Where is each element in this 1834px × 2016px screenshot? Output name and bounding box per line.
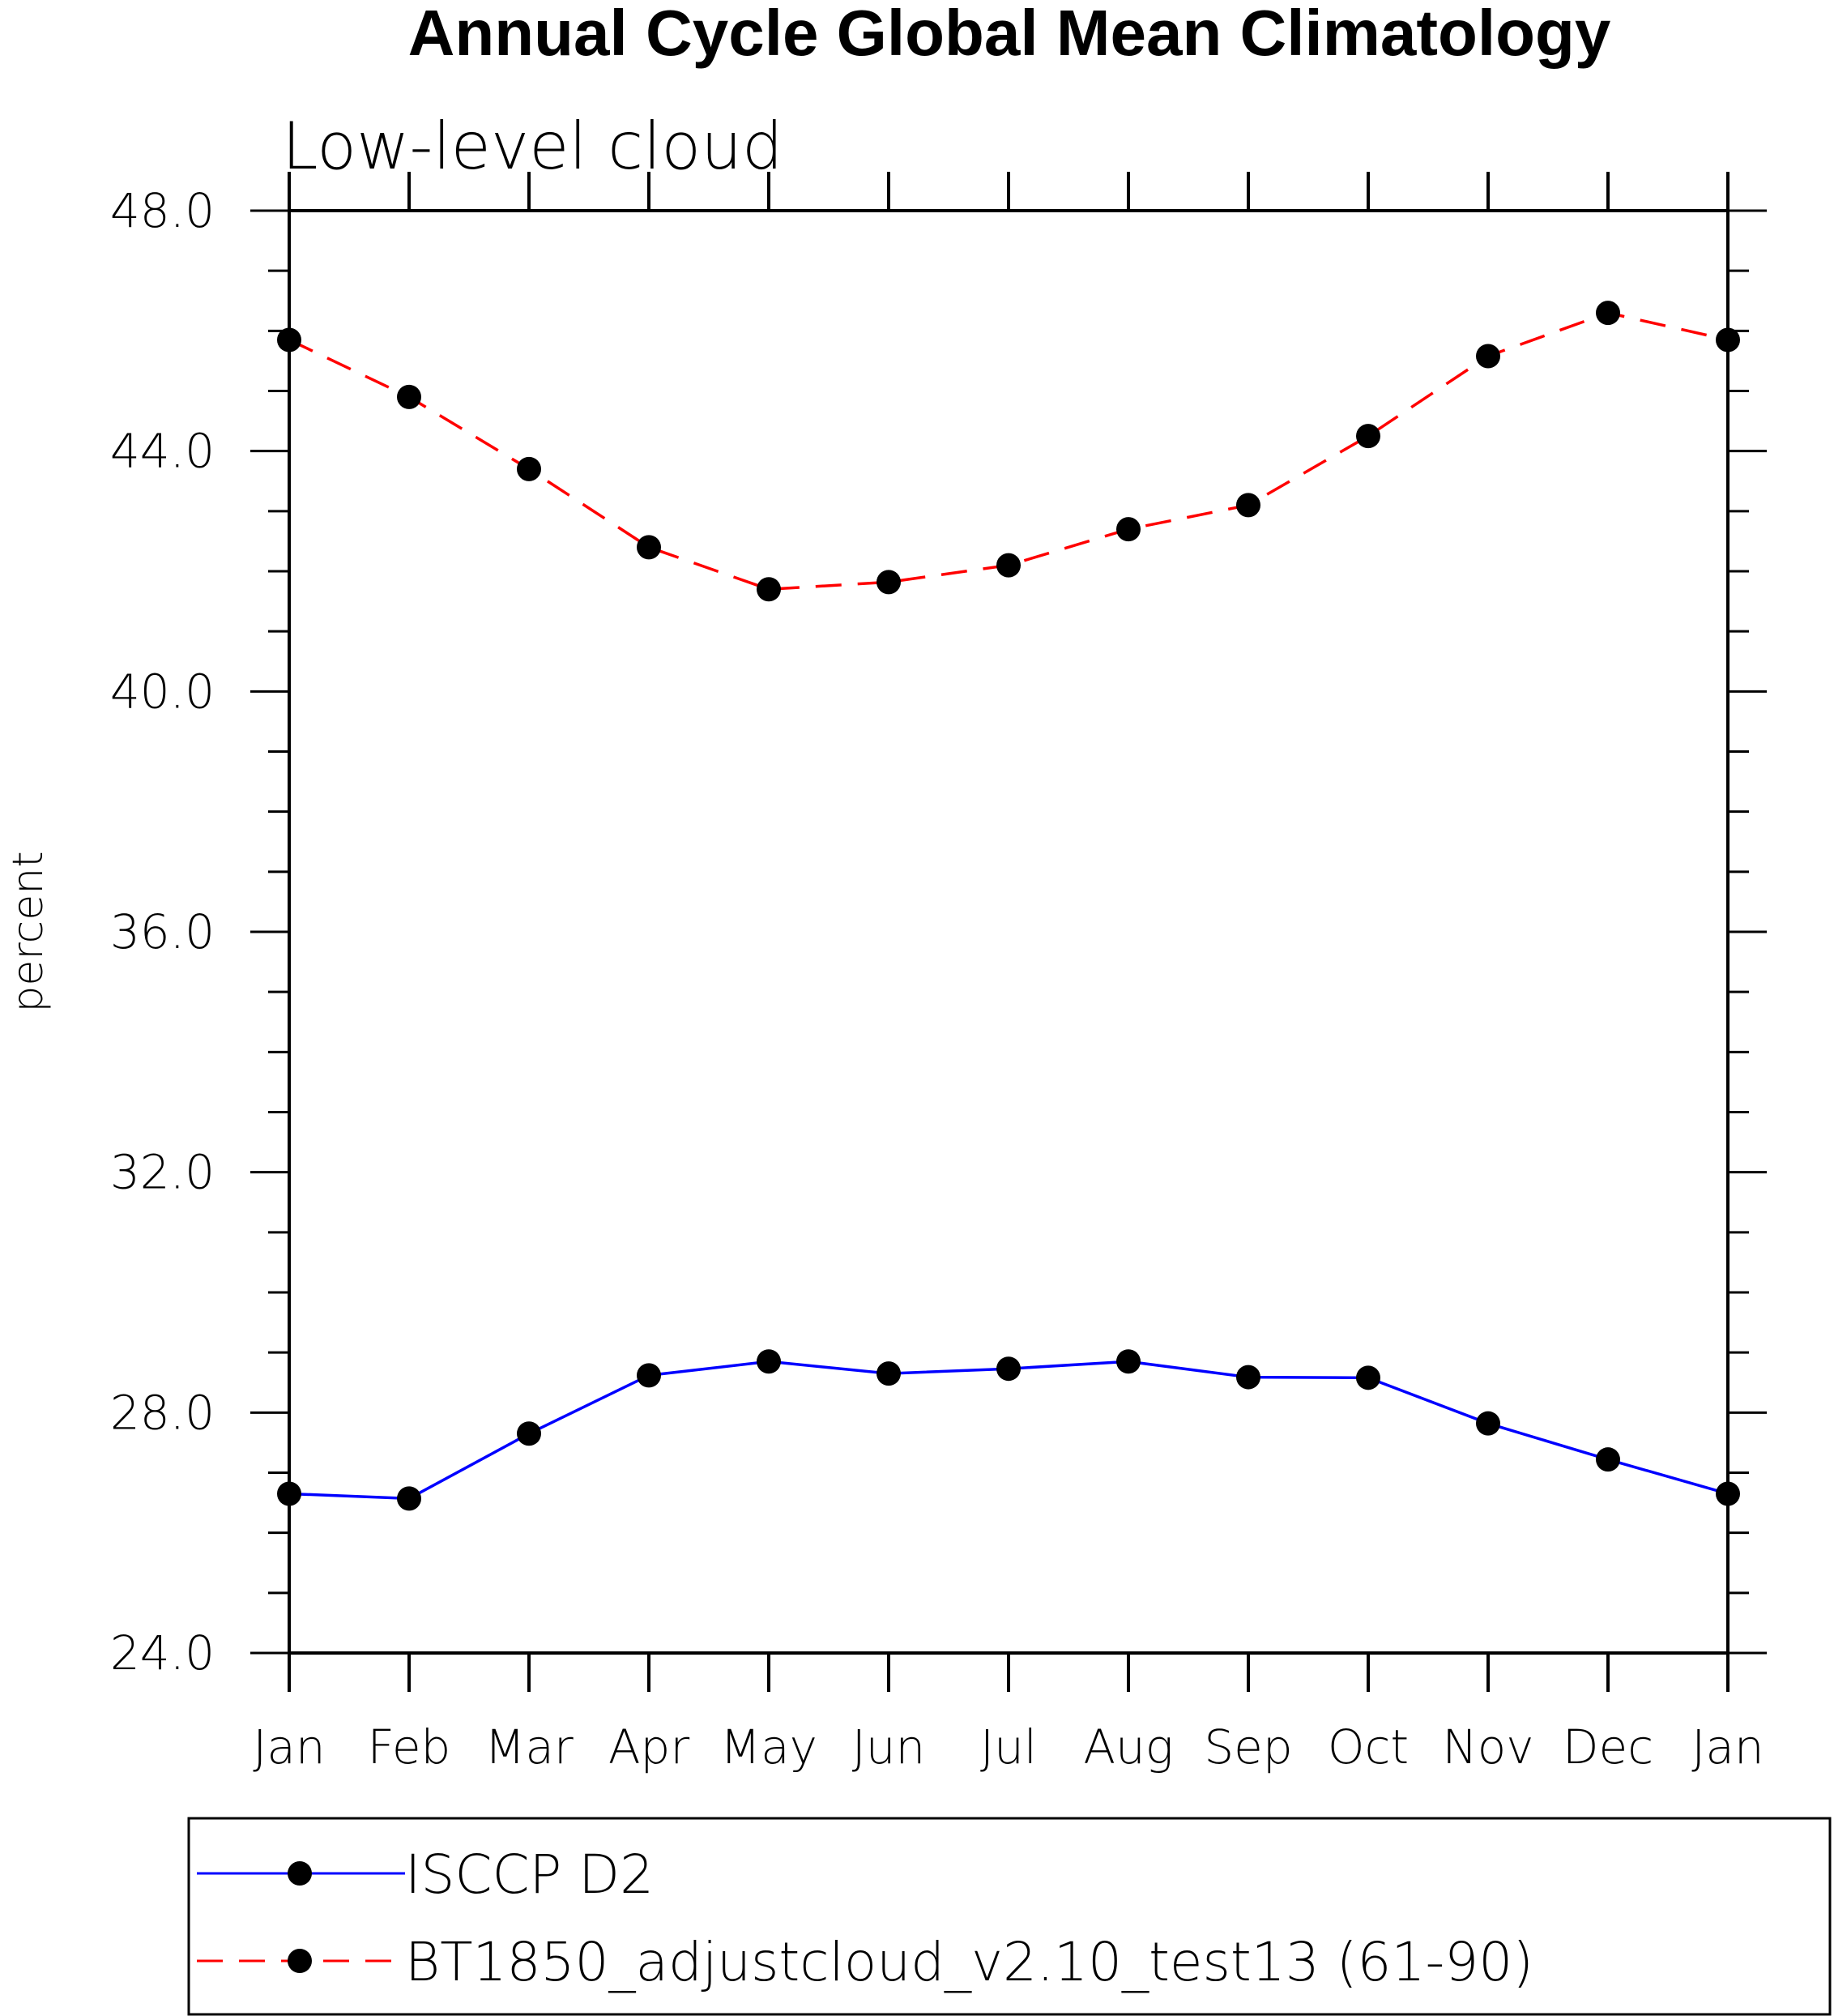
- x-tick-label: Mar: [484, 1719, 574, 1775]
- y-tick-label: 48.0: [110, 183, 215, 238]
- data-point-1-9: [1356, 424, 1380, 449]
- x-tick-label: Feb: [368, 1719, 451, 1775]
- series-line-1: [288, 311, 1729, 592]
- legend-label-model: BT1850_adjustcloud_v2.10_test13 (61-90): [405, 1931, 1533, 1993]
- legend-marker-isccp: [288, 1861, 312, 1886]
- y-tick-label: 28.0: [110, 1385, 215, 1440]
- chart-title: Annual Cycle Global Mean Climatology: [408, 0, 1611, 69]
- axis-ticks: [250, 172, 1767, 1692]
- data-point-1-5: [876, 570, 901, 595]
- data-point-1-1: [397, 384, 421, 409]
- data-point-0-6: [996, 1356, 1021, 1382]
- x-tick-label: Sep: [1204, 1719, 1292, 1775]
- series-group: [277, 301, 1740, 1511]
- x-tick-label: Jan: [1691, 1719, 1764, 1775]
- y-tick-label: 36.0: [110, 904, 215, 959]
- data-point-1-3: [637, 535, 661, 560]
- x-tick-label: Jun: [852, 1719, 926, 1775]
- data-point-1-10: [1476, 344, 1500, 369]
- y-tick-label: 24.0: [110, 1625, 215, 1681]
- x-tick-label: Apr: [608, 1719, 689, 1775]
- data-point-0-1: [397, 1486, 421, 1511]
- data-point-1-4: [757, 577, 781, 602]
- legend-box: [187, 1817, 1832, 2016]
- data-point-0-2: [517, 1421, 541, 1446]
- data-point-0-10: [1476, 1411, 1500, 1436]
- data-point-0-3: [637, 1363, 661, 1388]
- x-tick-label: May: [720, 1719, 817, 1775]
- x-tick-label: Aug: [1083, 1719, 1173, 1775]
- y-tick-label: 44.0: [110, 424, 215, 479]
- y-tick-label: 32.0: [110, 1145, 215, 1200]
- data-point-1-2: [517, 456, 541, 481]
- x-tick-label: Oct: [1328, 1719, 1409, 1775]
- x-tick-label: Nov: [1442, 1719, 1533, 1775]
- legend-label-isccp: ISCCP D2: [405, 1843, 654, 1906]
- x-tick-label: Jan: [253, 1719, 325, 1775]
- data-point-0-9: [1356, 1365, 1380, 1390]
- x-tick-label: Jul: [980, 1719, 1037, 1775]
- data-point-0-5: [876, 1361, 901, 1386]
- data-point-0-8: [1236, 1365, 1260, 1390]
- data-point-1-6: [996, 553, 1021, 578]
- y-tick-label: 40.0: [110, 664, 215, 719]
- data-point-1-7: [1116, 517, 1141, 542]
- data-point-0-11: [1596, 1447, 1620, 1472]
- chart-subtitle: Low-level cloud: [282, 109, 783, 184]
- data-point-1-8: [1236, 493, 1260, 518]
- legend: ISCCP D2 BT1850_adjustcloud_v2.10_test13…: [187, 1817, 1832, 2016]
- plot-frame: [288, 209, 1730, 1655]
- y-axis-label: percent: [4, 851, 53, 1012]
- y-tick-labels: 24.0 28.0 32.0 36.0 40.0 44.0 48.0: [110, 183, 215, 1681]
- legend-marker-model: [288, 1949, 312, 1973]
- data-point-0-7: [1116, 1349, 1141, 1374]
- data-point-1-11: [1596, 301, 1620, 326]
- data-point-0-4: [757, 1349, 781, 1374]
- x-tick-labels: Jan Feb Mar Apr May Jun Jul Aug Sep Oct Nov Dec Jan: [253, 1719, 1764, 1775]
- series-line-0: [288, 1360, 1729, 1501]
- x-tick-label: Dec: [1563, 1719, 1653, 1775]
